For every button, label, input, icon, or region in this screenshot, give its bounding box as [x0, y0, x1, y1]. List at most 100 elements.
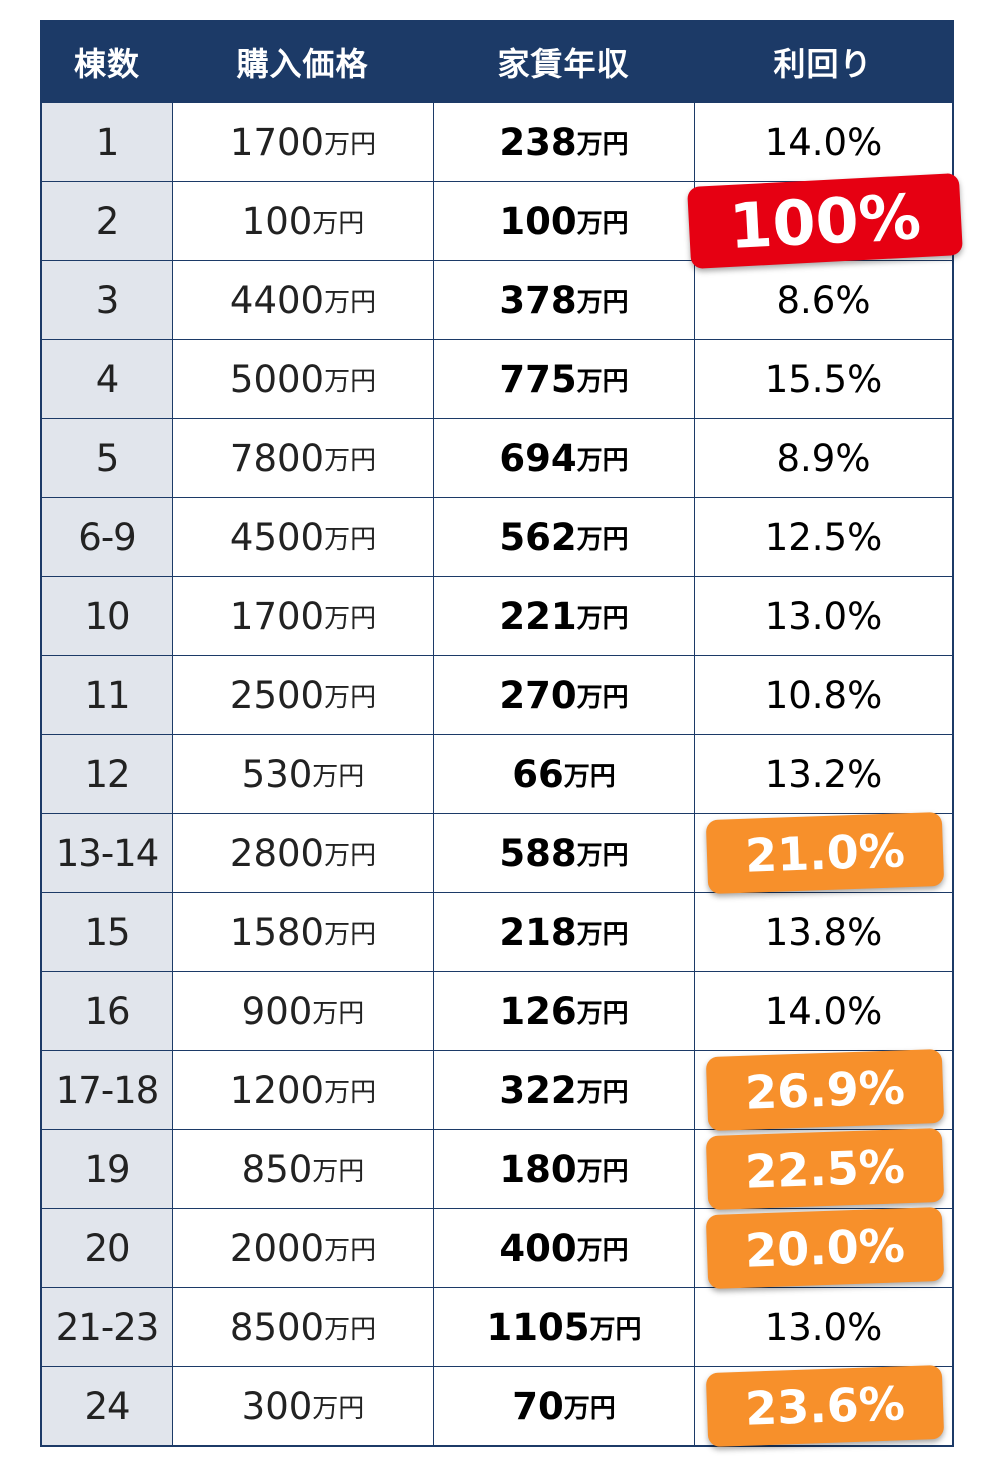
rent-unit: 万円	[563, 1393, 616, 1424]
rent-value: 221	[499, 594, 577, 638]
price-value: 1200	[229, 1068, 325, 1112]
yield-cell: 23.6%	[694, 1364, 952, 1448]
yield-value: 10.8%	[764, 673, 883, 717]
price-unit: 万円	[324, 366, 377, 397]
rent-value: 1105	[486, 1305, 590, 1349]
rent-unit: 万円	[589, 1314, 642, 1345]
purchase-price-cell: 850 万円	[172, 1130, 433, 1208]
annual-rent-cell: 378 万円	[433, 261, 694, 339]
building-count-cell: 1	[42, 103, 172, 181]
price-value: 1700	[229, 594, 325, 638]
rent-value: 775	[499, 357, 577, 401]
yield-cell: 14.0%	[694, 972, 952, 1050]
purchase-price-cell: 1580 万円	[172, 893, 433, 971]
building-count-cell: 20	[42, 1209, 172, 1287]
price-unit: 万円	[324, 682, 377, 713]
building-count-cell: 2	[42, 182, 172, 260]
table-row: 13-14 2800 万円 588 万円 21.0%	[42, 811, 952, 895]
building-count-cell: 10	[42, 577, 172, 655]
rent-unit: 万円	[576, 208, 629, 239]
rent-value: 100	[499, 199, 577, 243]
annual-rent-cell: 400 万円	[433, 1209, 694, 1287]
yield-badge-orange: 26.9%	[705, 1048, 945, 1132]
price-value: 5000	[229, 357, 325, 401]
table-row: 2 100 万円 100 万円 100%	[42, 172, 963, 270]
purchase-price-cell: 1700 万円	[172, 577, 433, 655]
yield-badge-orange: 22.5%	[705, 1127, 945, 1211]
price-unit: 万円	[324, 1235, 377, 1266]
yield-badge-orange: 23.6%	[705, 1364, 945, 1448]
yield-value: 14.0%	[764, 120, 883, 164]
rent-unit: 万円	[576, 366, 629, 397]
yield-cell: 100%	[687, 172, 963, 270]
yield-table: 棟数 購入価格 家賃年収 利回り 1 1700 万円 238 万円 14.0% 2 100 万円…	[40, 20, 963, 1448]
price-unit: 万円	[324, 840, 377, 871]
table-row: 11 2500 万円 270 万円 10.8%	[42, 655, 952, 734]
rent-unit: 万円	[576, 998, 629, 1029]
building-count-cell: 4	[42, 340, 172, 418]
annual-rent-cell: 562 万円	[433, 498, 694, 576]
rent-unit: 万円	[576, 1235, 629, 1266]
yield-badge-red: 100%	[687, 172, 963, 270]
rent-value: 238	[499, 120, 577, 164]
rent-unit: 万円	[576, 129, 629, 160]
purchase-price-cell: 900 万円	[172, 972, 433, 1050]
annual-rent-cell: 238 万円	[433, 103, 694, 181]
purchase-price-cell: 2500 万円	[172, 656, 433, 734]
yield-cell: 13.0%	[694, 577, 952, 655]
building-count-cell: 5	[42, 419, 172, 497]
yield-value: 13.2%	[764, 752, 883, 796]
yield-cell: 14.0%	[694, 103, 952, 181]
price-value: 4500	[229, 515, 325, 559]
purchase-price-cell: 1700 万円	[172, 103, 433, 181]
price-value: 1700	[229, 120, 325, 164]
table-row: 5 7800 万円 694 万円 8.9%	[42, 418, 952, 497]
price-value: 1580	[229, 910, 325, 954]
rent-value: 694	[499, 436, 577, 480]
rent-unit: 万円	[576, 287, 629, 318]
table-header: 棟数 購入価格 家賃年収 利回り	[42, 22, 952, 102]
table-row: 12 530 万円 66 万円 13.2%	[42, 734, 952, 813]
price-value: 100	[241, 199, 313, 243]
annual-rent-cell: 221 万円	[433, 577, 694, 655]
yield-value: 12.5%	[764, 515, 883, 559]
table-row: 4 5000 万円 775 万円 15.5%	[42, 339, 952, 418]
rent-value: 588	[499, 831, 577, 875]
price-value: 850	[241, 1147, 313, 1191]
price-unit: 万円	[324, 1314, 377, 1345]
table-row: 10 1700 万円 221 万円 13.0%	[42, 576, 952, 655]
yield-cell: 21.0%	[694, 811, 952, 895]
annual-rent-cell: 775 万円	[433, 340, 694, 418]
building-count-cell: 15	[42, 893, 172, 971]
building-count-cell: 6-9	[42, 498, 172, 576]
price-unit: 万円	[312, 761, 365, 792]
price-value: 530	[241, 752, 313, 796]
purchase-price-cell: 4500 万円	[172, 498, 433, 576]
yield-cell: 12.5%	[694, 498, 952, 576]
yield-cell: 13.2%	[694, 735, 952, 813]
rent-value: 218	[499, 910, 577, 954]
yield-value: 8.9%	[776, 436, 871, 480]
price-value: 7800	[229, 436, 325, 480]
price-unit: 万円	[312, 1156, 365, 1187]
rent-value: 270	[499, 673, 577, 717]
price-unit: 万円	[312, 998, 365, 1029]
annual-rent-cell: 694 万円	[433, 419, 694, 497]
price-value: 4400	[229, 278, 325, 322]
building-count-cell: 12	[42, 735, 172, 813]
rent-value: 562	[499, 515, 577, 559]
table-row: 16 900 万円 126 万円 14.0%	[42, 971, 952, 1050]
yield-cell: 20.0%	[694, 1206, 952, 1290]
rent-value: 322	[499, 1068, 577, 1112]
rent-value: 378	[499, 278, 577, 322]
rent-unit: 万円	[576, 603, 629, 634]
price-value: 2500	[229, 673, 325, 717]
table-row: 20 2000 万円 400 万円 20.0%	[42, 1206, 952, 1290]
price-unit: 万円	[324, 1077, 377, 1108]
annual-rent-cell: 100 万円	[433, 182, 694, 260]
annual-rent-cell: 1105 万円	[433, 1288, 694, 1366]
yield-value: 8.6%	[776, 278, 871, 322]
yield-badge-orange: 21.0%	[705, 811, 945, 895]
annual-rent-cell: 588 万円	[433, 814, 694, 892]
annual-rent-cell: 66 万円	[433, 735, 694, 813]
